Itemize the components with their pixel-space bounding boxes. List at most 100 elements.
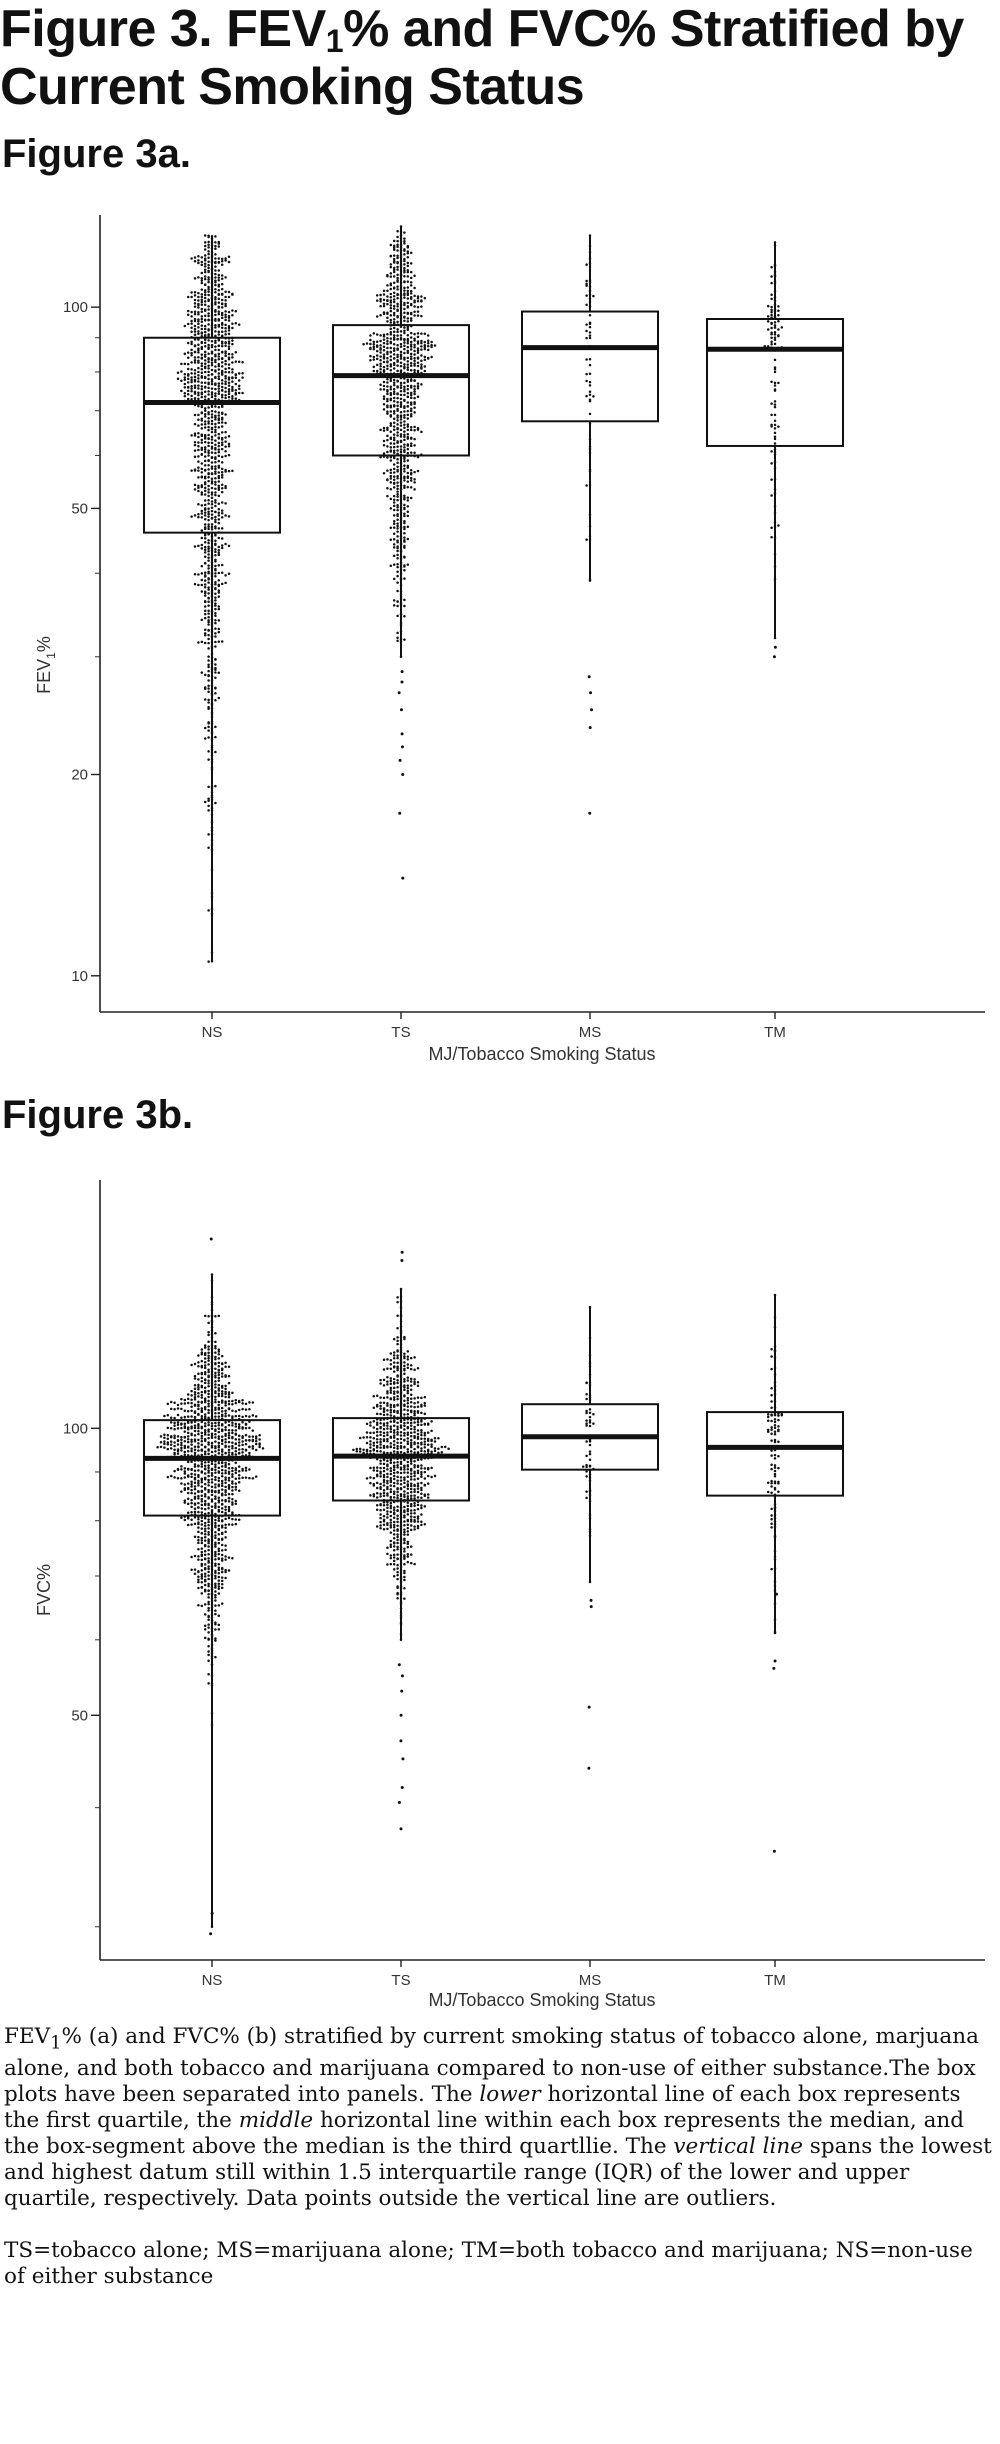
data-point bbox=[389, 1420, 393, 1423]
data-point bbox=[420, 1428, 423, 1432]
data-point bbox=[413, 346, 416, 349]
data-point bbox=[420, 1481, 423, 1485]
data-point bbox=[220, 385, 224, 389]
data-point bbox=[207, 314, 210, 318]
data-point bbox=[217, 545, 221, 549]
data-point bbox=[210, 430, 214, 434]
data-point bbox=[214, 1554, 217, 1558]
data-point bbox=[420, 1464, 423, 1467]
data-point bbox=[224, 1421, 227, 1424]
data-point bbox=[392, 1377, 396, 1381]
data-point bbox=[214, 1374, 217, 1377]
data-point bbox=[406, 1501, 410, 1505]
data-point bbox=[369, 1440, 372, 1443]
data-point bbox=[217, 333, 221, 336]
data-point bbox=[197, 435, 200, 439]
data-point bbox=[403, 1520, 406, 1523]
data-point bbox=[369, 1466, 372, 1470]
data-point bbox=[214, 1391, 217, 1395]
data-point bbox=[200, 364, 204, 368]
data-point bbox=[251, 1447, 255, 1450]
data-point bbox=[190, 1518, 193, 1522]
data-point bbox=[207, 1411, 210, 1415]
data-point bbox=[197, 311, 200, 314]
data-point bbox=[244, 1426, 248, 1430]
data-point bbox=[214, 553, 217, 557]
data-point bbox=[588, 412, 592, 416]
data-point bbox=[207, 1345, 210, 1348]
data-point bbox=[193, 305, 197, 308]
data-point bbox=[217, 1499, 221, 1502]
data-point bbox=[389, 1377, 393, 1380]
data-point bbox=[392, 467, 396, 471]
data-point bbox=[227, 295, 231, 299]
data-point bbox=[392, 1431, 396, 1434]
data-point bbox=[207, 629, 210, 632]
data-point bbox=[413, 1472, 416, 1475]
data-point bbox=[396, 416, 399, 419]
data-point bbox=[770, 333, 773, 336]
data-point bbox=[389, 1405, 393, 1409]
data-point bbox=[392, 543, 396, 546]
data-point bbox=[372, 1466, 376, 1469]
data-point bbox=[190, 348, 193, 352]
data-point bbox=[406, 428, 410, 432]
data-point bbox=[224, 1548, 227, 1552]
data-point bbox=[214, 602, 217, 605]
data-point bbox=[217, 352, 221, 356]
data-point bbox=[420, 1492, 423, 1496]
data-point bbox=[200, 1480, 204, 1484]
data-point bbox=[163, 1446, 166, 1449]
data-point bbox=[220, 490, 224, 494]
data-point bbox=[193, 396, 197, 400]
data-point bbox=[770, 402, 773, 405]
data-point bbox=[392, 363, 396, 367]
data-point bbox=[248, 1435, 251, 1438]
data-point bbox=[203, 296, 207, 300]
data-point bbox=[197, 374, 200, 377]
data-point bbox=[227, 453, 231, 457]
data-point bbox=[214, 1525, 217, 1529]
data-point bbox=[207, 1443, 210, 1446]
data-point bbox=[234, 1410, 238, 1413]
data-point bbox=[392, 1542, 396, 1545]
data-point bbox=[200, 362, 204, 365]
data-point bbox=[413, 390, 416, 393]
data-point bbox=[207, 1449, 210, 1452]
data-point bbox=[770, 1386, 773, 1390]
data-point bbox=[392, 1405, 396, 1408]
data-point bbox=[227, 381, 231, 385]
data-point bbox=[386, 1396, 389, 1399]
outlier-point bbox=[398, 758, 402, 762]
data-point bbox=[214, 1534, 217, 1537]
data-point bbox=[766, 1481, 770, 1484]
data-point bbox=[389, 379, 393, 383]
data-point bbox=[193, 319, 197, 323]
data-point bbox=[217, 421, 221, 425]
data-point bbox=[217, 488, 221, 491]
data-point bbox=[207, 1392, 210, 1396]
data-point bbox=[200, 1348, 204, 1351]
data-point bbox=[197, 1538, 200, 1542]
data-point bbox=[379, 1516, 382, 1520]
data-point bbox=[197, 1490, 200, 1494]
data-point bbox=[214, 658, 217, 661]
data-point bbox=[403, 406, 406, 410]
data-point bbox=[210, 1505, 214, 1508]
data-point bbox=[399, 370, 403, 374]
data-point bbox=[186, 362, 190, 366]
data-point bbox=[392, 304, 396, 308]
data-point bbox=[227, 442, 231, 446]
data-point bbox=[777, 309, 780, 313]
data-point bbox=[217, 1387, 221, 1390]
data-point bbox=[406, 270, 410, 274]
data-point bbox=[403, 464, 406, 467]
data-point bbox=[214, 326, 217, 329]
data-point bbox=[193, 1453, 197, 1457]
data-point bbox=[220, 1507, 224, 1510]
data-point bbox=[197, 1372, 200, 1375]
data-point bbox=[207, 541, 210, 545]
data-point bbox=[186, 313, 190, 316]
data-point bbox=[193, 358, 197, 362]
data-point bbox=[180, 370, 183, 373]
